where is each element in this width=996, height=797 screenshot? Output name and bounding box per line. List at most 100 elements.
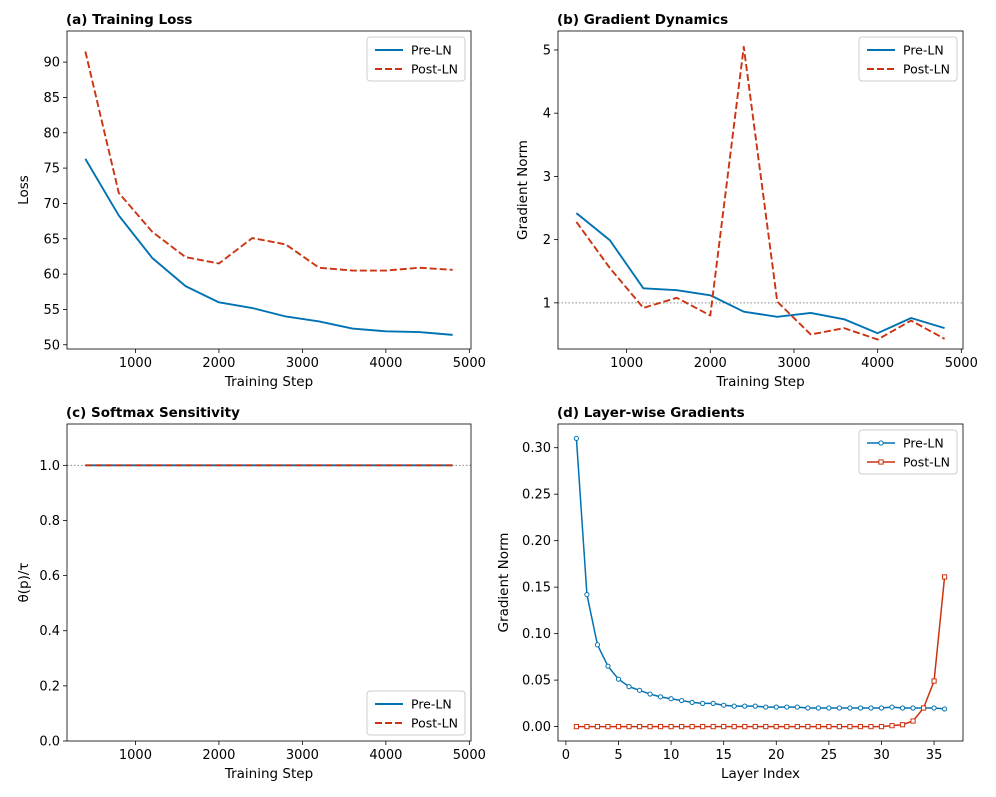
axes-frame (66, 423, 472, 742)
data-point (836, 705, 842, 711)
panel-title: (c) Softmax Sensitivity (66, 405, 240, 421)
data-point (605, 723, 611, 730)
data-point (889, 704, 895, 710)
data-point (615, 676, 622, 682)
data-point (836, 723, 842, 730)
y-tick-label: 85 (43, 91, 60, 106)
x-tick-label: 3000 (777, 356, 810, 371)
panel-d: (d) Layer-wise Gradients 0 5 10 15 20 25 30 35 0.… (496, 405, 964, 782)
data-point (657, 723, 664, 730)
data-point (700, 723, 706, 730)
axes-frame (557, 423, 964, 742)
y-tick-label: 0.05 (522, 674, 551, 689)
y-tick-label: 0.15 (522, 581, 551, 596)
data-point (594, 642, 601, 648)
y-tick-label: 5 (543, 43, 551, 58)
data-point (857, 705, 864, 711)
data-point (721, 702, 727, 708)
data-point (826, 723, 832, 730)
legend-label-post-ln: Post-LN (411, 62, 458, 77)
x-tick-label: 2000 (694, 356, 727, 371)
data-point (731, 703, 737, 709)
data-point (636, 687, 643, 693)
y-tick-label: 0.6 (39, 569, 60, 584)
series-line-post-ln (575, 45, 946, 341)
data-point (773, 704, 779, 710)
data-point (731, 723, 737, 730)
data-point (773, 723, 779, 730)
x-axis-label: Training Step (224, 766, 313, 782)
y-tick-label: 80 (43, 126, 60, 141)
data-point (605, 663, 611, 669)
y-tick-label: 1.0 (39, 459, 60, 474)
legend-label-post-ln: Post-LN (903, 62, 950, 77)
data-point (794, 723, 800, 730)
data-point (594, 723, 601, 730)
y-tick-label: 0.00 (522, 720, 551, 735)
x-tick-label: 1000 (610, 356, 643, 371)
legend-label-pre-ln: Pre-LN (903, 436, 944, 451)
y-tick-label: 3 (543, 170, 551, 185)
y-tick-label: 1 (543, 296, 551, 311)
data-point (931, 678, 937, 684)
data-point (805, 705, 811, 711)
data-point (647, 691, 653, 697)
x-tick-label: 15 (715, 748, 732, 763)
data-point (805, 723, 811, 730)
legend-box (858, 36, 958, 82)
data-point (700, 700, 706, 706)
panel-c: (c) Softmax Sensitivity 1000 2000 3000 4000 5… (16, 405, 486, 782)
series-line-pre-ln (575, 212, 945, 335)
data-point (584, 591, 590, 598)
data-point (710, 700, 716, 706)
x-tick-label: 4000 (861, 356, 894, 371)
data-point (763, 723, 769, 730)
x-tick-label: 1000 (119, 356, 152, 371)
data-point (742, 703, 748, 709)
x-tick-label: 2000 (202, 356, 235, 371)
y-tick-label: 70 (43, 197, 60, 212)
legend: Pre-LN Post-LN (366, 36, 466, 82)
axes-frame (66, 30, 472, 350)
data-point (826, 705, 832, 711)
legend-box (366, 36, 466, 82)
data-point (689, 723, 695, 730)
x-tick-label: 35 (926, 748, 943, 763)
y-tick-label: 0.25 (522, 488, 551, 503)
y-tick-label: 0.0 (39, 735, 60, 750)
y-tick-label: 55 (43, 303, 60, 318)
y-tick-label: 65 (43, 232, 60, 247)
series-line-post-ln (84, 51, 453, 272)
data-point (615, 723, 622, 730)
data-point (878, 705, 885, 711)
legend-label-pre-ln: Pre-LN (903, 43, 944, 58)
panel-b: (b) Gradient Dynamics 1000 2000 3000 4000 500… (515, 12, 978, 390)
y-tick-label: 50 (43, 338, 60, 353)
data-point (868, 723, 874, 730)
data-point (657, 694, 664, 700)
data-point (941, 574, 948, 580)
data-point (920, 705, 927, 711)
x-tick-label: 30 (873, 748, 890, 763)
data-point (689, 699, 695, 706)
y-tick-label: 0.30 (522, 441, 551, 456)
data-point (815, 723, 821, 730)
legend-marker (878, 459, 884, 465)
data-point (857, 723, 864, 730)
data-point (636, 723, 643, 730)
data-point (878, 723, 885, 730)
x-axis-label: Layer Index (721, 766, 800, 782)
data-point (668, 723, 674, 730)
x-tick-label: 1000 (119, 748, 152, 763)
data-point (941, 706, 948, 712)
data-point (573, 723, 580, 730)
y-axis-label: θ(p)/τ (16, 562, 32, 602)
data-point (679, 723, 685, 730)
axes-frame (557, 30, 964, 350)
y-tick-label: 60 (43, 268, 60, 283)
x-tick-label: 5000 (453, 748, 486, 763)
data-point (910, 705, 916, 711)
data-point (752, 723, 758, 730)
data-point (626, 684, 632, 690)
